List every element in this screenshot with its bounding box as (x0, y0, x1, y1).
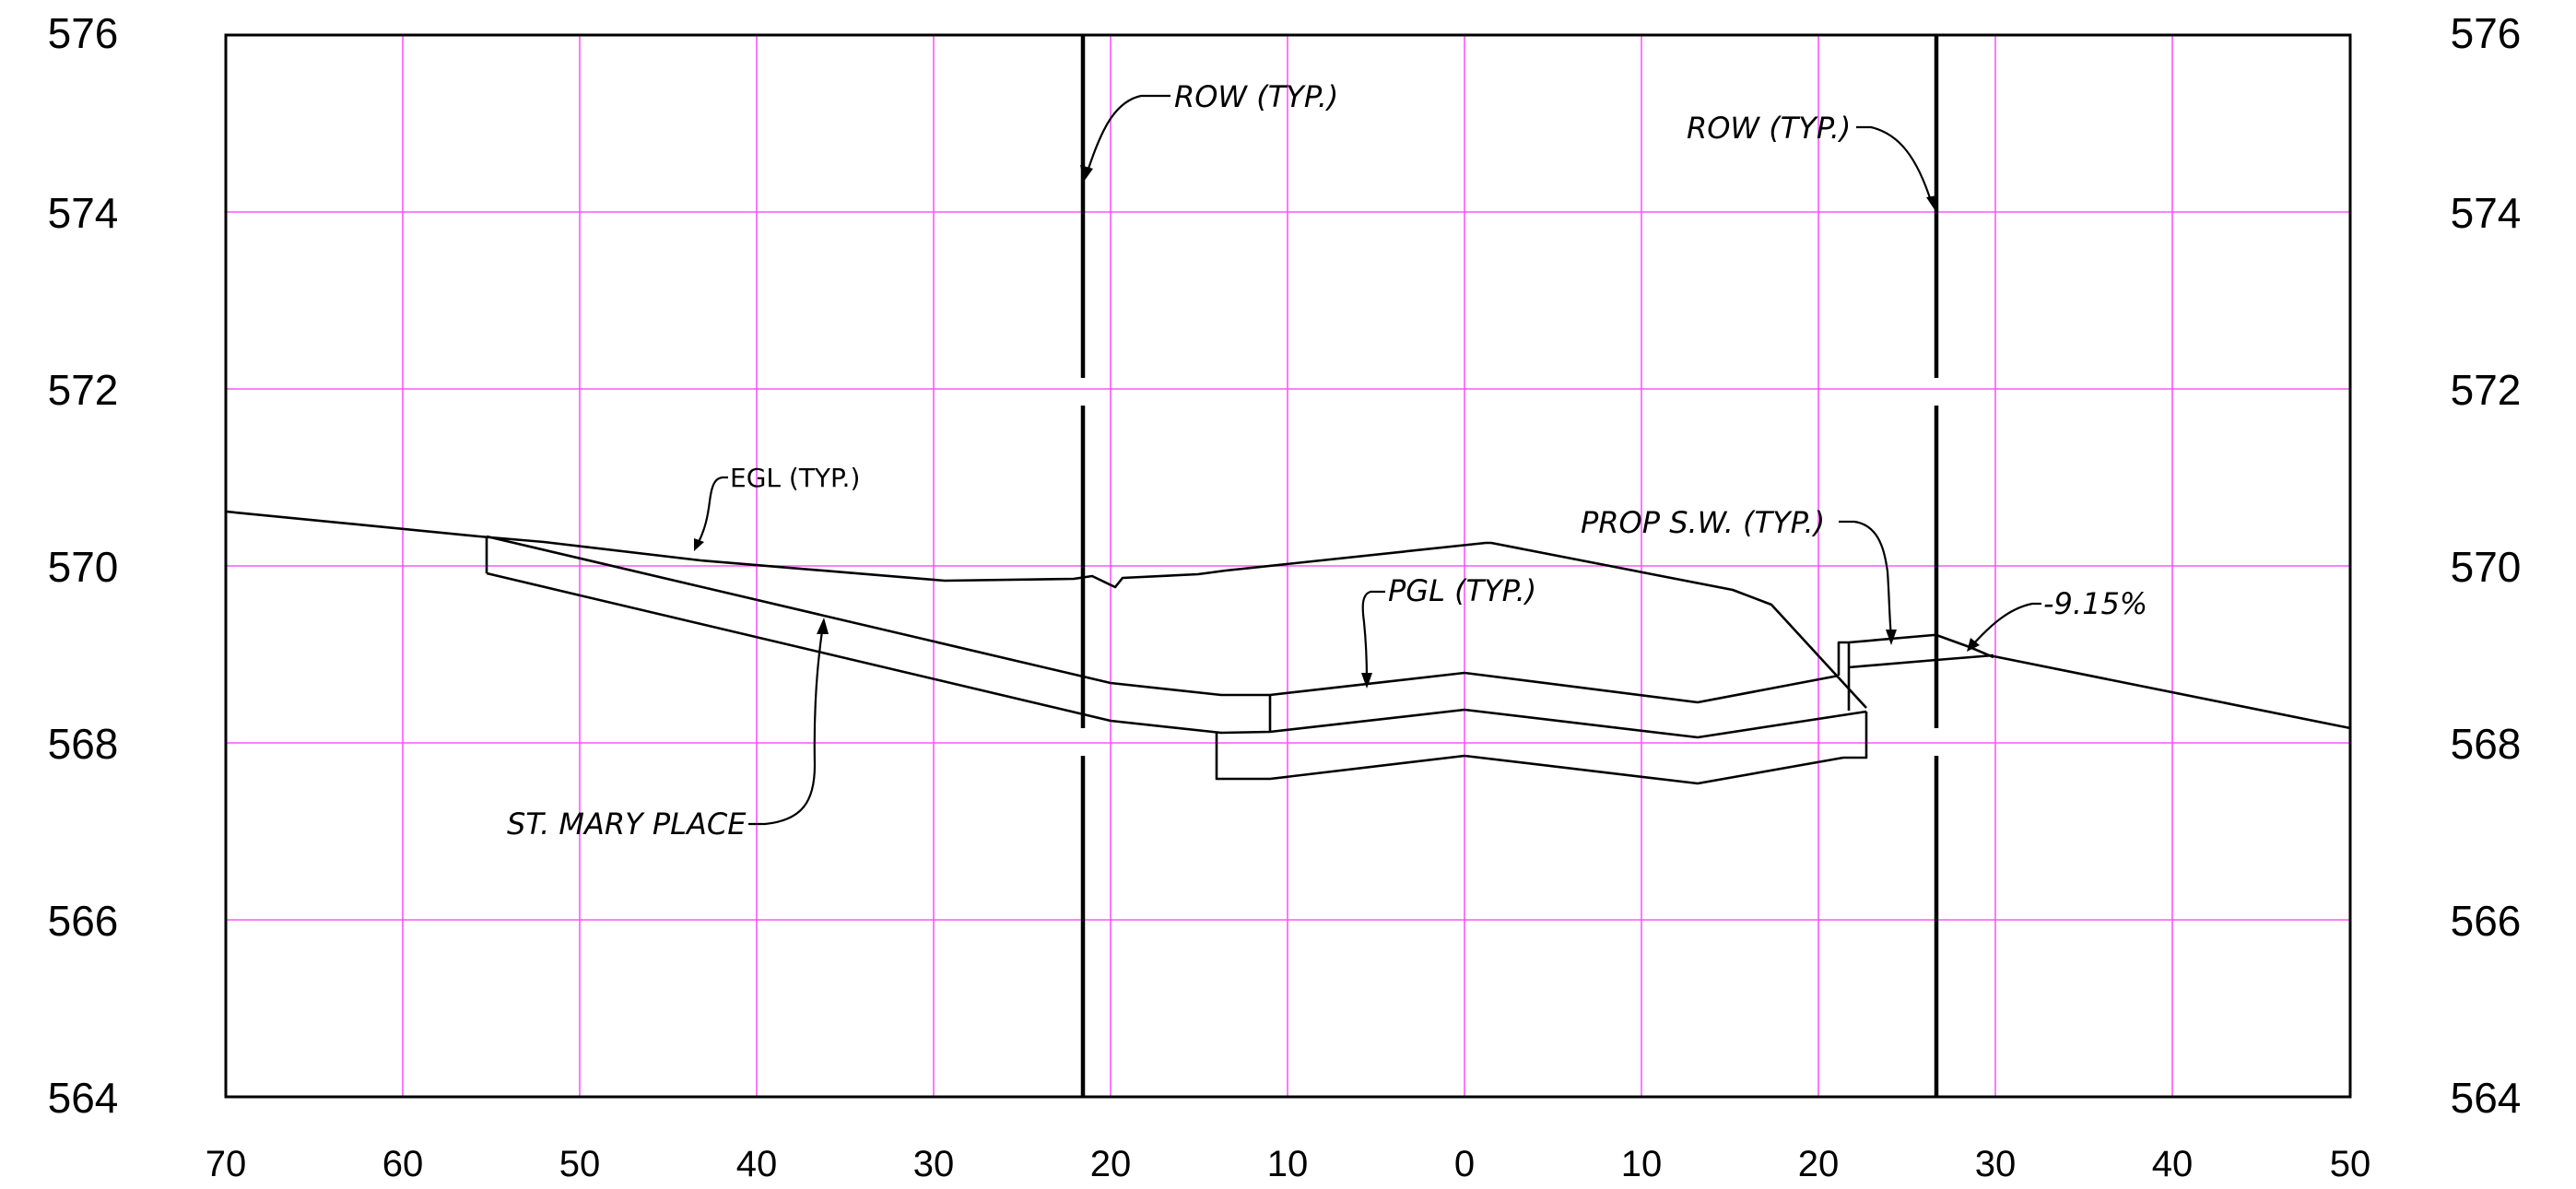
y-tick-right: 564 (2451, 1074, 2522, 1122)
x-tick: 10 (1267, 1144, 1309, 1184)
y-tick-left: 568 (48, 720, 119, 768)
x-tick: 30 (913, 1144, 955, 1184)
leader-prop-sw (1839, 520, 1893, 638)
arrowhead-prop-sw (1886, 630, 1897, 645)
y-tick-left: 566 (48, 897, 119, 945)
x-tick: 0 (1454, 1144, 1475, 1184)
row-lines (1080, 35, 1939, 1097)
x-tick: 10 (1621, 1144, 1663, 1184)
arrowhead-row-right (1926, 195, 1937, 211)
arrowheads (694, 165, 1980, 689)
y-tick-left: 574 (48, 189, 119, 237)
arrowhead-slope (1967, 638, 1980, 652)
x-tick: 20 (1090, 1144, 1132, 1184)
arrowhead-row-left (1080, 165, 1093, 182)
y-tick-right: 576 (2451, 9, 2522, 57)
leaders (697, 94, 2041, 826)
x-tick: 40 (736, 1144, 778, 1184)
annotation-prop-sw: PROP S.W. (TYP.) (1581, 505, 1825, 540)
y-axis-right: 576 574 572 570 568 566 564 (2451, 9, 2522, 1122)
y-tick-right: 566 (2451, 897, 2522, 945)
grid (226, 35, 2350, 1097)
annotation-row-left: ROW (TYP.) (1174, 79, 1338, 114)
roadway-bottom (486, 571, 1867, 739)
existing-ground-line (225, 510, 1867, 709)
y-tick-right: 568 (2451, 720, 2522, 768)
x-tick: 70 (206, 1144, 247, 1184)
y-tick-left: 564 (48, 1074, 119, 1122)
x-axis: 70 60 50 40 30 20 10 0 10 20 30 40 50 (206, 1144, 2371, 1184)
x-tick: 30 (1975, 1144, 2017, 1184)
annotation-egl: EGL (TYP.) (730, 463, 860, 493)
x-tick: 50 (559, 1144, 601, 1184)
y-tick-left: 570 (48, 543, 119, 591)
leader-slope (1971, 602, 2041, 646)
leader-street (748, 624, 825, 826)
leader-row-right (1856, 125, 1934, 205)
x-tick: 40 (2152, 1144, 2194, 1184)
x-tick: 50 (2330, 1144, 2371, 1184)
y-tick-right: 574 (2451, 189, 2522, 237)
leader-pgl (1361, 590, 1385, 681)
fill-slope-line (1993, 654, 2351, 730)
arrowhead-egl (694, 538, 704, 551)
x-tick: 20 (1798, 1144, 1840, 1184)
leader-egl (697, 476, 728, 545)
y-tick-left: 572 (48, 366, 119, 414)
y-tick-right: 572 (2451, 366, 2522, 414)
annotation-row-right: ROW (TYP.) (1687, 111, 1851, 146)
x-tick: 60 (382, 1144, 424, 1184)
roadway-top (486, 535, 1840, 704)
annotation-pgl: PGL (TYP.) (1388, 573, 1536, 608)
y-axis-left: 576 574 572 570 568 566 564 (48, 9, 119, 1122)
arrowhead-pgl (1361, 673, 1372, 689)
annotation-slope: -9.15% (2043, 586, 2147, 621)
sidewalk-to-slope (1935, 653, 1994, 662)
leader-row-left (1086, 94, 1170, 172)
plot-frame (224, 33, 2352, 1099)
y-tick-left: 576 (48, 9, 119, 57)
arrowhead-street (817, 618, 829, 634)
annotation-street: ST. MARY PLACE (507, 806, 747, 842)
sidewalk-bottom (1848, 658, 1937, 669)
subbase-layer (1215, 712, 1868, 785)
y-tick-right: 570 (2451, 543, 2522, 591)
